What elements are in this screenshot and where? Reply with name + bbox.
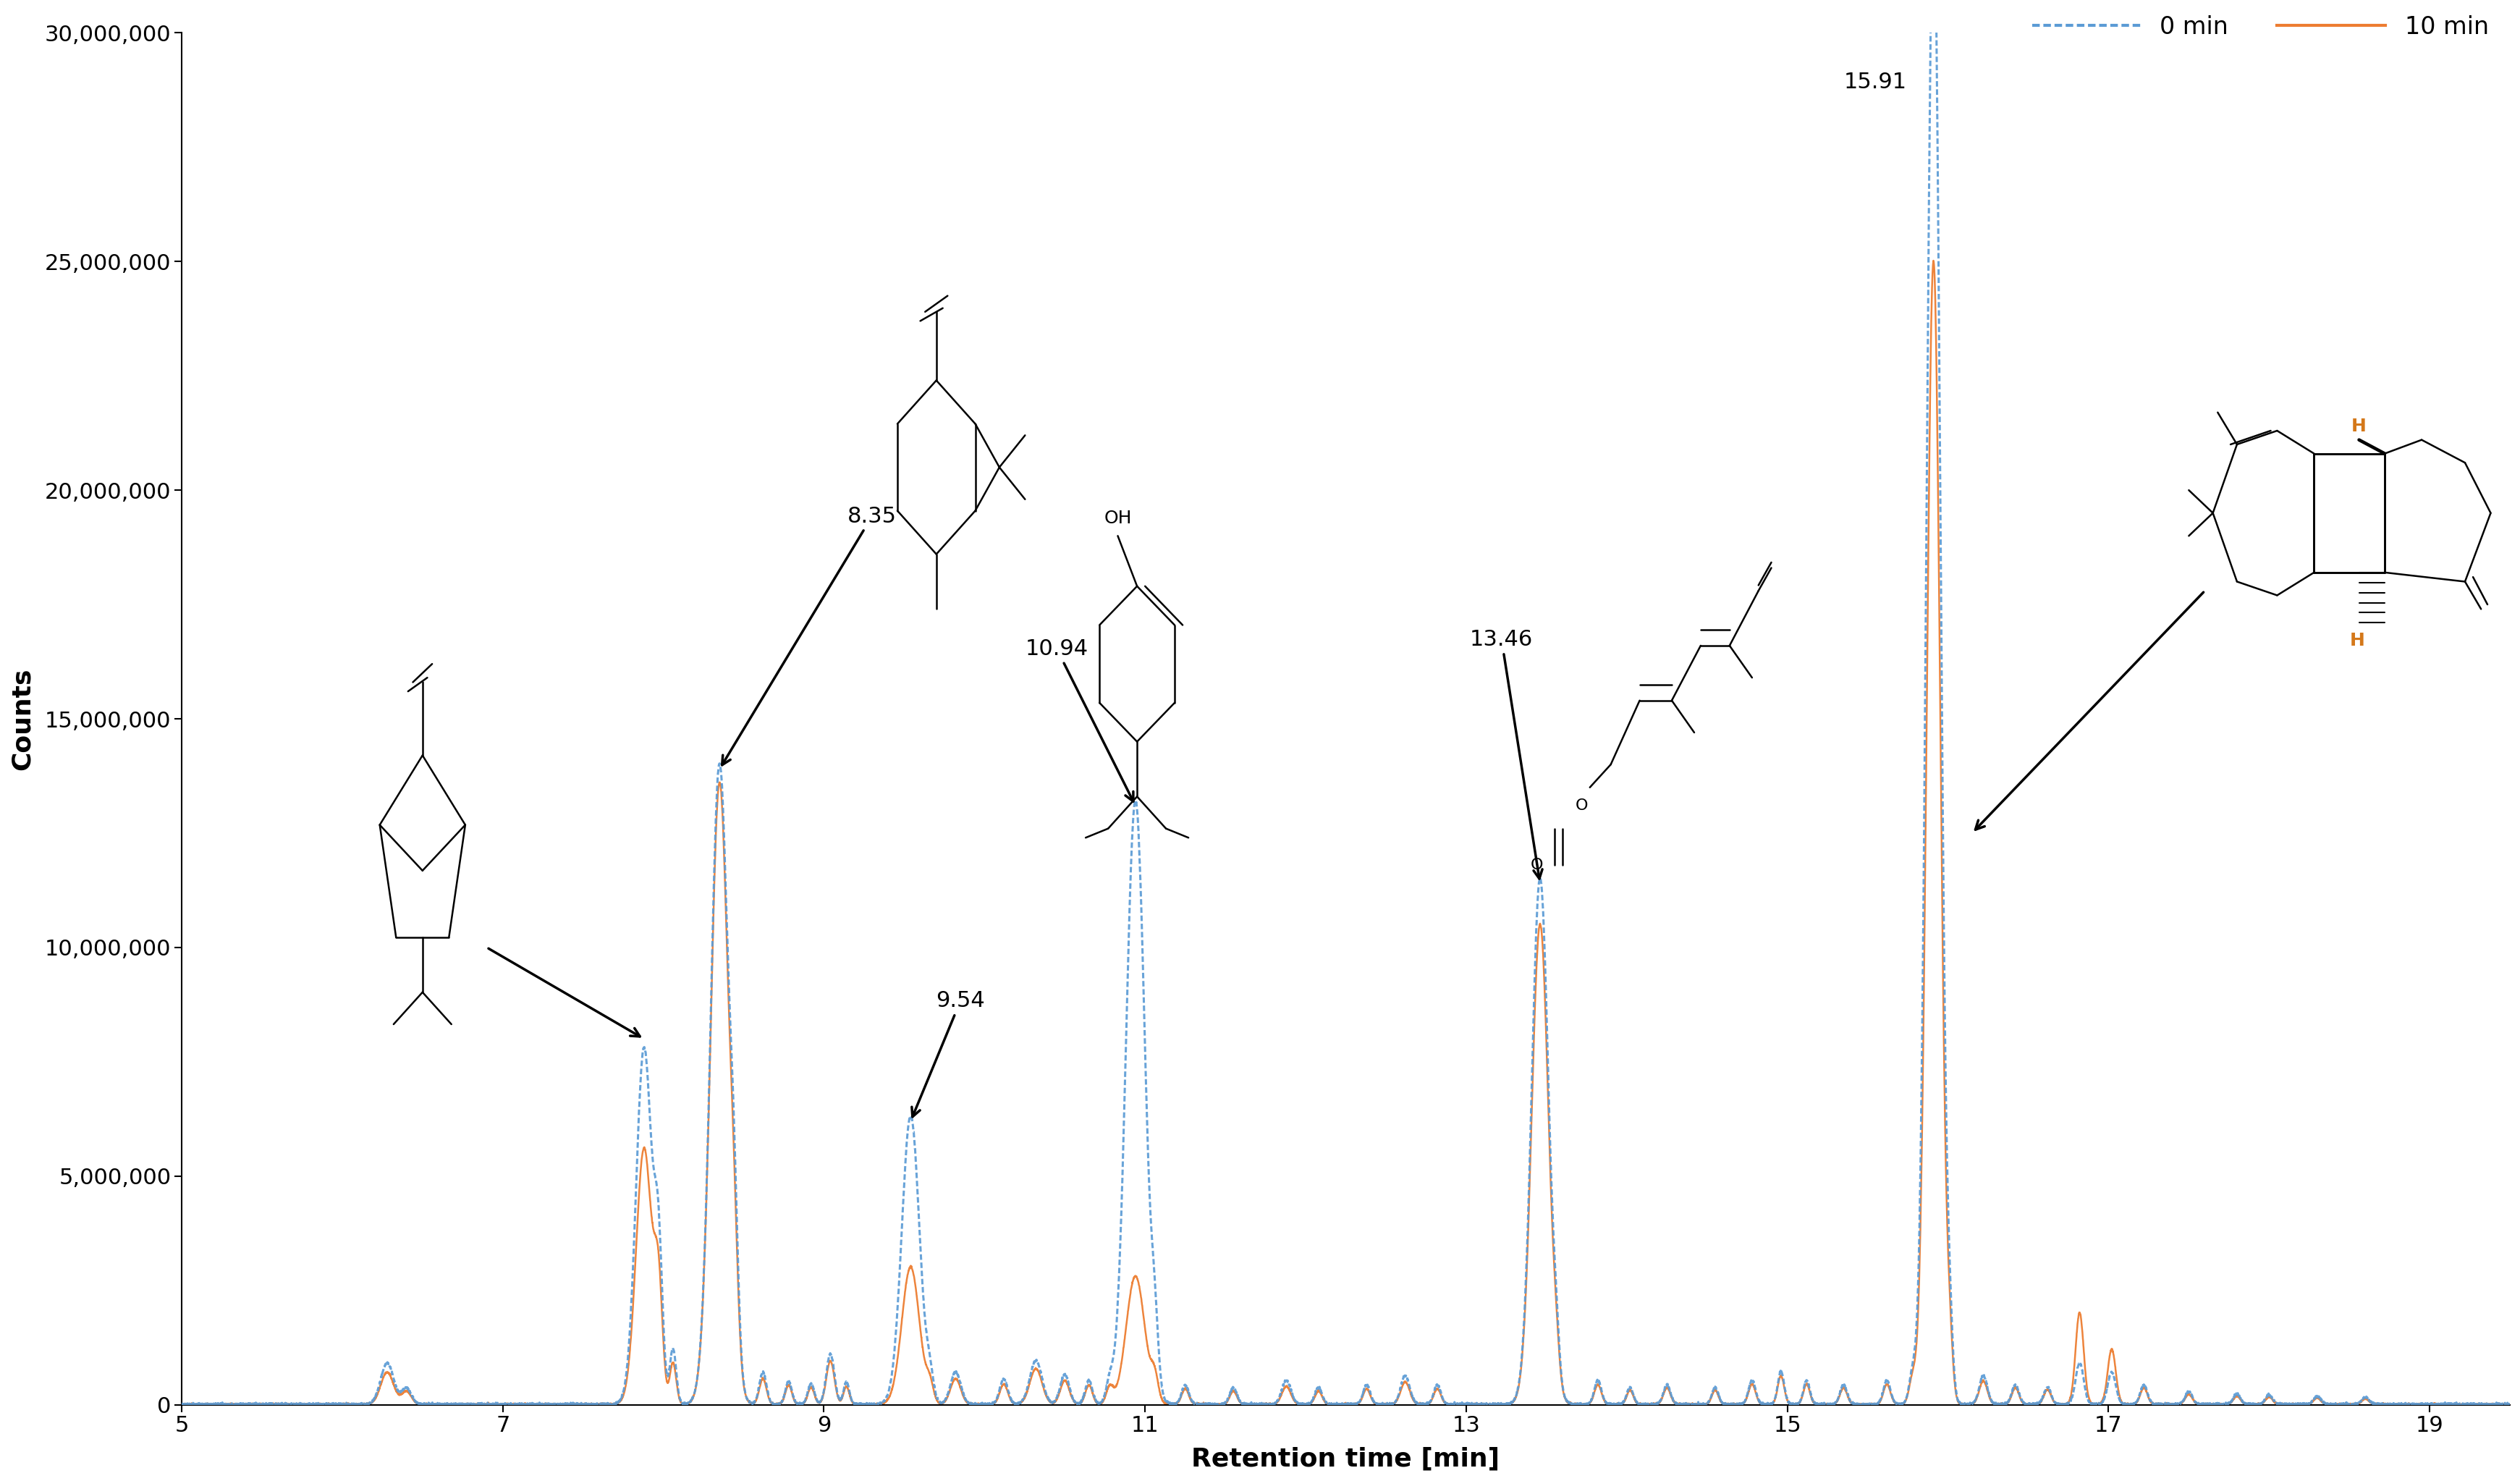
Text: 10.94: 10.94	[1026, 638, 1134, 801]
Text: OH: OH	[1104, 509, 1131, 527]
X-axis label: Retention time [min]: Retention time [min]	[1192, 1447, 1499, 1471]
Text: 15.91: 15.91	[1845, 71, 1908, 92]
Text: 8.35: 8.35	[723, 505, 897, 766]
Text: 9.54: 9.54	[912, 991, 985, 1117]
Legend: 0 min, 10 min: 0 min, 10 min	[2024, 6, 2497, 49]
Text: H: H	[2349, 632, 2364, 649]
Text: H: H	[2351, 418, 2366, 435]
Text: O: O	[1575, 798, 1588, 813]
Text: O: O	[1530, 857, 1542, 872]
Text: 13.46: 13.46	[1469, 629, 1542, 878]
Y-axis label: Counts: Counts	[10, 668, 35, 770]
